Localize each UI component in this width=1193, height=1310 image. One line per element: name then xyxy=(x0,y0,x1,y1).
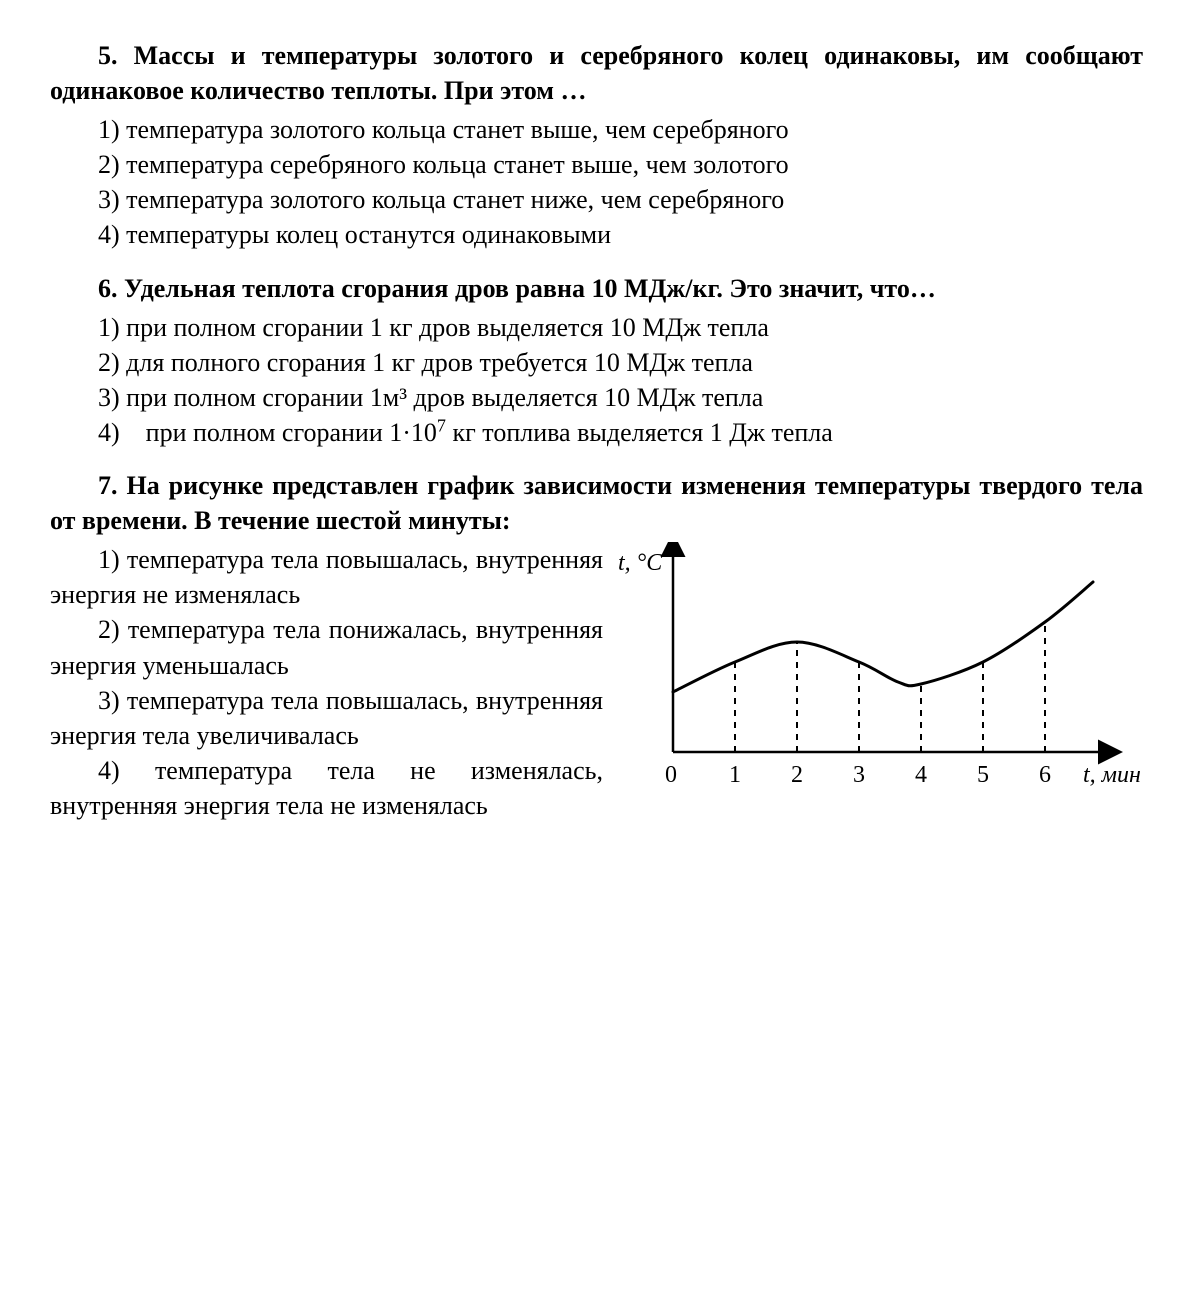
q6-option-4: 4) при полном сгорании 1·107 кг топлива … xyxy=(50,415,1143,450)
q7-chart: t, °C t, мин 0 1 2 3 4 5 6 xyxy=(613,542,1143,802)
q7-container: 1) температура тела повышалась, внутренн… xyxy=(50,542,1143,823)
q6-prompt-text: Удельная теплота сгорания дров равна 10 … xyxy=(124,274,936,303)
svg-text:2: 2 xyxy=(791,762,803,788)
q7-options-column: 1) температура тела повышалась, внутренн… xyxy=(50,542,603,823)
svg-text:t, °C: t, °C xyxy=(618,550,663,576)
svg-text:3: 3 xyxy=(853,762,865,788)
q7-option-2: 2) температура тела понижалась, внутренн… xyxy=(50,612,603,682)
q6-number: 6. xyxy=(98,274,118,303)
q6-prompt: 6. Удельная теплота сгорания дров равна … xyxy=(50,271,1143,306)
q7-option-4: 4) температура тела не изменялась, внутр… xyxy=(50,753,603,823)
svg-text:6: 6 xyxy=(1039,762,1051,788)
q5-option-4: 4) температуры колец останутся одинаковы… xyxy=(50,217,1143,252)
svg-text:1: 1 xyxy=(729,762,741,788)
q6-option-4-sup: 7 xyxy=(437,415,446,435)
svg-text:4: 4 xyxy=(915,762,927,788)
q6-option-1: 1) при полном сгорании 1 кг дров выделяе… xyxy=(50,310,1143,345)
q7-option-3: 3) температура тела повышалась, внутренн… xyxy=(50,683,603,753)
q7-prompt-text: На рисунке представлен график зависимост… xyxy=(50,471,1143,535)
q7-option-1: 1) температура тела повышалась, внутренн… xyxy=(50,542,603,612)
q6-option-4-suffix: кг топлива выделяется 1 Дж тепла xyxy=(446,418,833,447)
q5-option-2: 2) температура серебряного кольца станет… xyxy=(50,147,1143,182)
q7-chart-svg: t, °C t, мин 0 1 2 3 4 5 6 xyxy=(613,542,1143,802)
svg-text:t, мин: t, мин xyxy=(1083,762,1141,788)
q5-option-3: 3) температура золотого кольца станет ни… xyxy=(50,182,1143,217)
q5-prompt: 5. Массы и температуры золотого и серебр… xyxy=(50,38,1143,108)
svg-text:5: 5 xyxy=(977,762,989,788)
q5-option-1: 1) температура золотого кольца станет вы… xyxy=(50,112,1143,147)
q6-option-3: 3) при полном сгорании 1м³ дров выделяет… xyxy=(50,380,1143,415)
q6-option-2: 2) для полного сгорания 1 кг дров требуе… xyxy=(50,345,1143,380)
q7-number: 7. xyxy=(98,471,118,500)
svg-text:0: 0 xyxy=(665,762,677,788)
q7-prompt: 7. На рисунке представлен график зависим… xyxy=(50,468,1143,538)
q5-number: 5. xyxy=(98,41,118,70)
q5-prompt-text: Массы и температуры золотого и серебряно… xyxy=(50,41,1143,105)
q6-option-4-prefix: 4) при полном сгорании 1·10 xyxy=(98,418,437,447)
